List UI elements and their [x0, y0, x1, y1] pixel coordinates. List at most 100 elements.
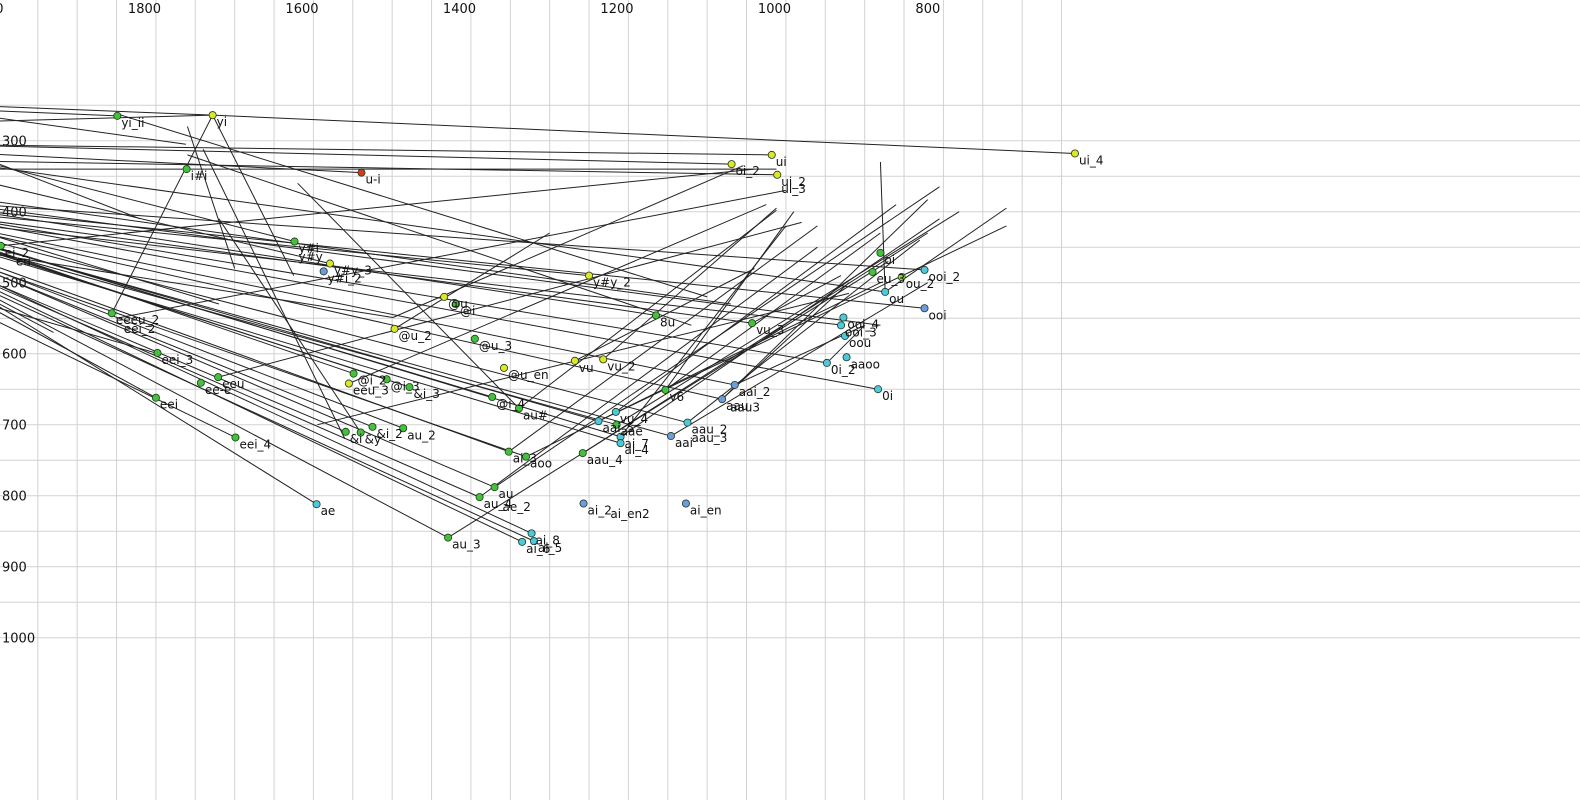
- data-point[interactable]: [444, 533, 453, 542]
- data-point[interactable]: [681, 499, 690, 508]
- data-point[interactable]: [661, 385, 670, 394]
- data-point[interactable]: [529, 537, 538, 546]
- point-label: aai_5: [603, 421, 635, 435]
- point-label: aau: [726, 399, 748, 413]
- data-point[interactable]: [356, 428, 365, 437]
- data-point[interactable]: [651, 311, 660, 320]
- data-point[interactable]: [349, 369, 358, 378]
- data-point[interactable]: [874, 385, 883, 394]
- data-point[interactable]: [612, 420, 621, 429]
- point-label: ou: [889, 292, 904, 306]
- data-point[interactable]: [666, 432, 675, 441]
- data-point[interactable]: [920, 265, 929, 274]
- data-point[interactable]: [231, 433, 240, 442]
- data-point[interactable]: [876, 248, 885, 257]
- data-point[interactable]: [153, 348, 162, 357]
- line-segments: [0, 106, 1075, 543]
- data-point[interactable]: [440, 292, 449, 301]
- data-point[interactable]: [312, 500, 321, 509]
- data-point[interactable]: [730, 380, 739, 389]
- segment-line: [0, 307, 157, 354]
- data-point[interactable]: [585, 271, 594, 280]
- data-point[interactable]: [357, 168, 366, 177]
- segment-line: [212, 114, 1075, 154]
- segment-line: [0, 114, 213, 122]
- data-point[interactable]: [897, 273, 906, 282]
- data-point[interactable]: [208, 111, 217, 120]
- segment-line: [297, 182, 520, 409]
- segment-line: [479, 246, 818, 498]
- data-point[interactable]: [504, 447, 513, 456]
- data-point[interactable]: [488, 393, 497, 402]
- data-point[interactable]: [599, 355, 608, 364]
- data-point[interactable]: [399, 424, 408, 433]
- data-point[interactable]: [822, 358, 831, 367]
- segment-line: [0, 154, 362, 174]
- data-point[interactable]: [578, 449, 587, 458]
- data-point[interactable]: [727, 160, 736, 169]
- y-tick-label: 400: [2, 206, 27, 221]
- data-point[interactable]: [611, 407, 620, 416]
- data-point[interactable]: [290, 237, 299, 246]
- data-point[interactable]: [344, 379, 353, 388]
- point-label: aae: [621, 425, 643, 439]
- data-point[interactable]: [748, 319, 757, 328]
- data-point[interactable]: [881, 287, 890, 296]
- data-point[interactable]: [518, 537, 527, 546]
- data-point[interactable]: [382, 375, 391, 384]
- y-tick-label: 500: [2, 277, 27, 292]
- data-point[interactable]: [196, 378, 205, 387]
- point-label: eeu_3: [353, 384, 389, 398]
- data-point[interactable]: [151, 393, 160, 402]
- data-point[interactable]: [368, 422, 377, 431]
- segment-line: [0, 322, 236, 438]
- data-point[interactable]: [840, 331, 849, 340]
- data-point[interactable]: [107, 309, 116, 318]
- data-point[interactable]: [319, 267, 328, 276]
- data-point[interactable]: [405, 383, 414, 392]
- data-point[interactable]: [1070, 149, 1079, 158]
- data-point[interactable]: [451, 299, 460, 308]
- data-point[interactable]: [390, 324, 399, 333]
- x-tick-label: 1000: [758, 2, 791, 17]
- data-point[interactable]: [470, 334, 479, 343]
- data-point[interactable]: [341, 427, 350, 436]
- data-point[interactable]: [570, 356, 579, 365]
- data-point[interactable]: [475, 493, 484, 502]
- point-label: &i: [350, 432, 363, 446]
- point-label: u-i: [365, 173, 380, 187]
- data-point[interactable]: [325, 259, 334, 268]
- point-label: @i_3: [391, 379, 420, 393]
- data-point[interactable]: [683, 418, 692, 427]
- segment-line: [187, 154, 692, 326]
- data-point[interactable]: [773, 170, 782, 179]
- data-point[interactable]: [499, 363, 508, 372]
- point-label: aai_2: [739, 385, 771, 399]
- data-point[interactable]: [579, 499, 588, 508]
- data-point[interactable]: [527, 529, 536, 538]
- data-point[interactable]: [839, 313, 848, 322]
- data-point[interactable]: [490, 483, 499, 492]
- data-point[interactable]: [594, 417, 603, 426]
- point-label: ai_8: [536, 533, 560, 547]
- point-label: ei_2: [5, 246, 29, 260]
- data-point[interactable]: [767, 150, 776, 159]
- data-point[interactable]: [842, 353, 851, 362]
- data-point[interactable]: [0, 241, 5, 250]
- data-point[interactable]: [868, 268, 877, 277]
- data-point[interactable]: [616, 439, 625, 448]
- data-point[interactable]: [514, 404, 523, 413]
- data-point[interactable]: [837, 321, 846, 330]
- segment-line: [0, 287, 480, 498]
- data-point[interactable]: [113, 111, 122, 120]
- segment-line: [494, 186, 940, 488]
- point-label: yi_ii: [121, 116, 144, 130]
- point-label: au: [499, 487, 514, 501]
- data-point[interactable]: [182, 165, 191, 174]
- segment-line: [721, 282, 850, 400]
- data-point[interactable]: [718, 395, 727, 404]
- data-point[interactable]: [214, 373, 223, 382]
- segment-line: [602, 207, 777, 360]
- data-point[interactable]: [522, 452, 531, 461]
- data-point[interactable]: [920, 304, 929, 313]
